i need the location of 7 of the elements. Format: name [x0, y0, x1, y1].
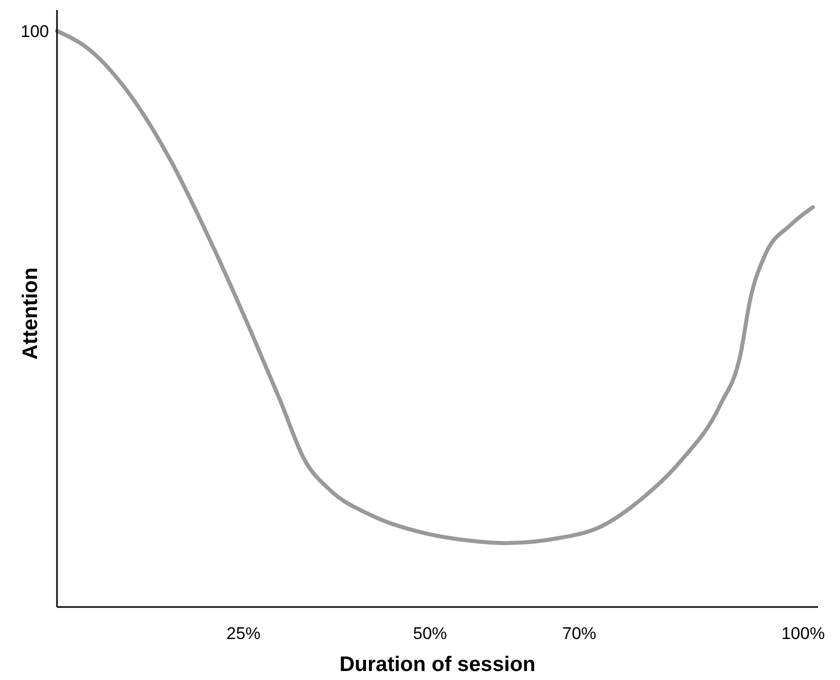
- x-axis-title: Duration of session: [339, 653, 536, 676]
- x-tick-label: 25%: [226, 624, 261, 643]
- x-tick-label: 50%: [413, 624, 448, 643]
- y-axis-title: Attention: [19, 267, 42, 360]
- x-tick-label: 70%: [562, 624, 596, 643]
- x-tick-label: 100%: [781, 624, 825, 643]
- text: 100: [20, 22, 49, 41]
